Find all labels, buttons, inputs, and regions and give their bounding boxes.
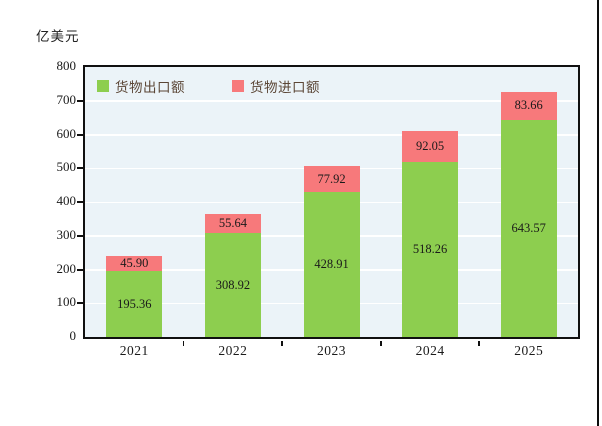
export-bar-segment: 428.91	[303, 192, 360, 337]
import-bar-segment: 45.90	[106, 255, 163, 272]
x-tick-mark	[281, 341, 283, 346]
gridline	[85, 100, 578, 102]
y-tick-mark	[77, 268, 83, 271]
bar-value-label: 428.91	[314, 257, 349, 272]
y-tick-label: 100	[56, 294, 77, 310]
y-tick-mark	[77, 133, 83, 136]
export-bar-segment: 195.36	[106, 271, 163, 337]
y-tick-label: 0	[69, 328, 77, 343]
page-right-border	[597, 0, 599, 426]
bar-value-label: 45.90	[120, 256, 149, 271]
stacked-bar: 308.92 55.64	[204, 213, 261, 337]
gridline	[85, 134, 578, 136]
x-tick-label: 2023	[316, 343, 346, 358]
y-tick-label: 500	[56, 159, 77, 175]
import-legend-swatch	[232, 80, 244, 92]
x-tick-mark	[182, 341, 185, 346]
plot-area: 195.36 45.90 308.92 55.64 428.91 77.92 518.26 9…	[77, 65, 580, 346]
y-tick-mark	[77, 234, 83, 237]
y-tick-mark	[77, 99, 83, 102]
x-tick-mark	[478, 341, 481, 346]
stacked-bar: 195.36 45.90	[106, 255, 163, 337]
x-tick-label: 2025	[514, 343, 544, 358]
y-tick-label: 400	[56, 193, 77, 208]
legend-label: 货物出口额	[115, 80, 185, 95]
import-bar-segment: 92.05	[402, 131, 459, 163]
y-axis-unit-label: 亿美元	[36, 29, 80, 44]
bar-value-label: 518.26	[412, 242, 448, 257]
bar-value-label: 308.92	[215, 277, 251, 292]
stacked-bar: 428.91 77.92	[303, 165, 360, 337]
import-bar-segment: 55.64	[204, 213, 261, 233]
y-tick-label: 200	[56, 260, 77, 276]
bar-value-label: 195.36	[117, 296, 152, 311]
bar-value-label: 77.92	[317, 171, 346, 186]
import-bar-segment: 77.92	[303, 165, 360, 193]
x-tick-label: 2024	[415, 343, 445, 358]
y-tick-mark	[77, 201, 83, 203]
x-tick-label: 2022	[218, 343, 248, 358]
import-bar-segment: 83.66	[500, 91, 557, 120]
legend-label: 货物进口额	[250, 80, 320, 95]
legend-item: 货物出口额	[97, 76, 185, 96]
export-bar-segment: 308.92	[204, 232, 261, 337]
y-tick-mark	[77, 167, 83, 170]
y-tick-label: 600	[56, 125, 77, 141]
y-tick-label: 800	[56, 58, 77, 73]
y-axis: 0 100 200 300 400 500 600 700 800	[28, 58, 77, 343]
export-bar-segment: 643.57	[500, 119, 557, 337]
y-tick-label: 700	[56, 91, 77, 107]
export-legend-swatch	[97, 80, 109, 92]
bar-value-label: 55.64	[218, 216, 247, 231]
stacked-bar: 518.26 92.05	[402, 131, 459, 337]
bar-value-label: 92.05	[416, 139, 445, 154]
y-tick-label: 300	[56, 226, 77, 242]
bar-value-label: 83.66	[514, 98, 543, 113]
x-tick-label: 2021	[119, 343, 149, 358]
bar-value-label: 643.57	[511, 221, 546, 236]
export-bar-segment: 518.26	[402, 162, 459, 337]
x-axis-labels: 2021 2022 2023 2024 2025	[85, 343, 578, 361]
stacked-bar: 643.57 83.66	[500, 91, 557, 337]
y-tick-mark	[77, 302, 83, 305]
legend-item: 货物进口额	[232, 76, 320, 96]
x-tick-mark	[379, 341, 382, 346]
